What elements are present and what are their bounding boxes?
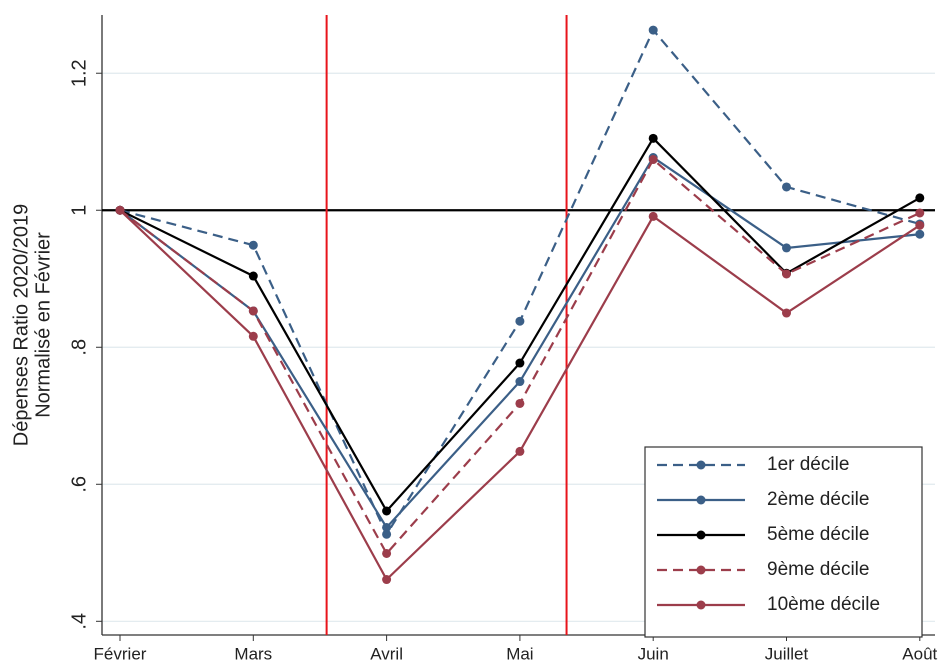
legend-label: 2ème décile — [767, 489, 869, 510]
data-point — [915, 229, 925, 239]
legend-marker — [696, 600, 706, 610]
x-tick-label: Août — [902, 644, 937, 663]
x-tick-label: Avril — [370, 644, 403, 663]
legend-label: 10ème décile — [767, 594, 880, 615]
x-tick-label: Février — [94, 644, 147, 663]
data-point — [515, 316, 525, 326]
y-tick-label: 1 — [68, 205, 90, 216]
data-point — [915, 220, 925, 230]
data-point — [382, 522, 392, 532]
y-axis-title: Normalisé en Février — [32, 232, 54, 418]
x-tick-label: Juin — [638, 644, 669, 663]
data-point — [782, 243, 791, 253]
x-tick-label: Mai — [506, 644, 533, 663]
data-point — [248, 306, 258, 316]
data-point — [782, 308, 791, 318]
data-point — [248, 331, 258, 341]
data-point — [382, 575, 392, 585]
data-point — [382, 529, 392, 539]
data-point — [515, 446, 525, 456]
data-point — [115, 205, 125, 215]
data-point — [782, 269, 791, 279]
data-point — [915, 208, 925, 218]
data-point — [648, 133, 658, 143]
data-point — [515, 377, 525, 387]
data-point — [648, 155, 658, 165]
x-tick-label: Juillet — [765, 644, 809, 663]
data-point — [248, 271, 258, 281]
legend-marker — [696, 530, 706, 540]
data-point — [248, 240, 258, 250]
data-point — [915, 193, 925, 203]
data-point — [515, 398, 525, 408]
legend-marker — [696, 565, 706, 575]
y-axis-title: Dépenses Ratio 2020/2019 — [10, 204, 32, 446]
data-point — [515, 358, 525, 368]
data-point — [382, 548, 392, 558]
legend-label: 1er décile — [767, 454, 849, 475]
legend-marker — [696, 495, 706, 505]
y-tick-label: .6 — [68, 476, 90, 493]
legend-label: 9ème décile — [767, 559, 869, 580]
y-tick-label: .8 — [68, 339, 90, 356]
data-point — [648, 211, 658, 221]
x-tick-label: Mars — [234, 644, 272, 663]
legend-marker — [696, 460, 706, 470]
legend-label: 5ème décile — [767, 524, 869, 545]
data-point — [648, 25, 658, 35]
data-point — [382, 506, 392, 516]
y-tick-label: .4 — [68, 613, 90, 630]
y-tick-label: 1.2 — [68, 59, 90, 87]
legend: 1er décile 2ème décile 5ème décile 9ème déc… — [644, 446, 923, 638]
data-point — [782, 182, 791, 192]
